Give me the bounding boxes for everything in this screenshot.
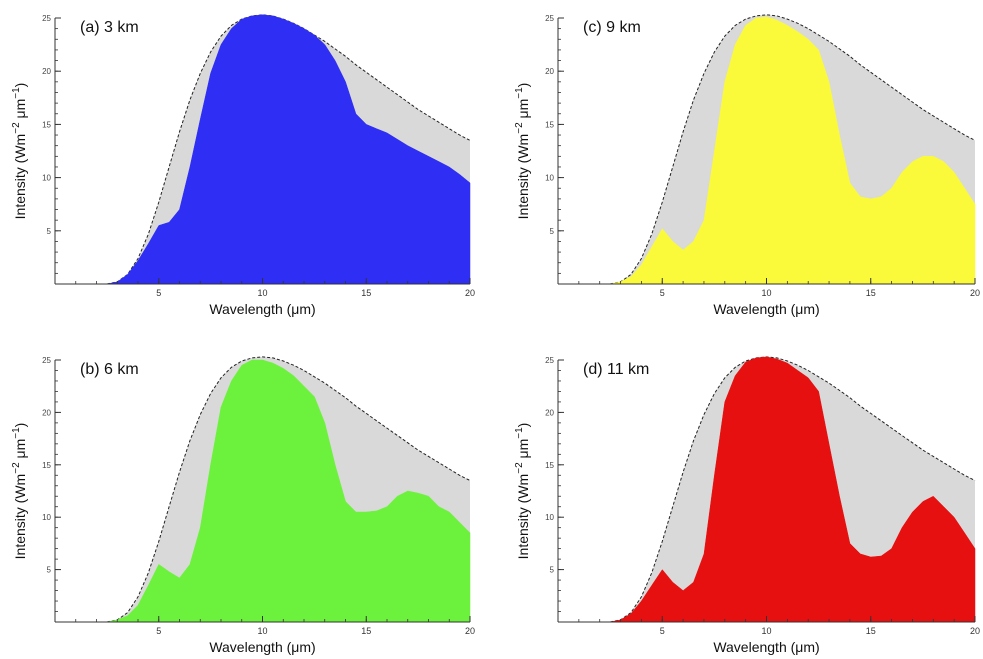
y-axis-label: Intensity (Wm−2 μm−1) bbox=[514, 83, 531, 220]
x-tick-label: 10 bbox=[257, 626, 267, 636]
y-tick-label: 20 bbox=[545, 408, 554, 417]
panel-label: (a) 3 km bbox=[80, 19, 139, 36]
spectrum-area bbox=[610, 16, 976, 285]
panel-label: (d) 11 km bbox=[583, 361, 649, 378]
spectrum-area bbox=[106, 14, 471, 285]
chart-panel-1: 5 10 15 20 5 10 15 20 25 (a) 3 km Wavelength (μm) I… bbox=[11, 14, 475, 317]
x-tick-label: 20 bbox=[970, 288, 980, 298]
y-tick-label: 10 bbox=[42, 174, 51, 183]
x-tick-label: 20 bbox=[465, 626, 475, 636]
y-tick-label: 10 bbox=[545, 174, 554, 183]
y-tick-label: 5 bbox=[47, 227, 52, 236]
y-tick-label: 20 bbox=[42, 67, 51, 76]
y-tick-label: 25 bbox=[42, 356, 51, 365]
y-axis-label: Intensity (Wm−2 μm−1) bbox=[11, 83, 28, 220]
y-axis-label: Intensity (Wm−2 μm−1) bbox=[11, 423, 28, 560]
y-tick-label: 5 bbox=[47, 566, 52, 575]
y-tick-label: 5 bbox=[550, 227, 555, 236]
envelope-curve bbox=[106, 356, 471, 623]
x-tick-label: 20 bbox=[465, 288, 475, 298]
panel-label: (c) 9 km bbox=[583, 19, 641, 36]
envelope-curve bbox=[610, 356, 976, 623]
spectrum-area bbox=[610, 356, 976, 623]
y-axis-label: Intensity (Wm−2 μm−1) bbox=[514, 423, 531, 560]
x-tick-label: 5 bbox=[156, 288, 161, 298]
y-tick-label: 10 bbox=[42, 513, 51, 522]
x-tick-label: 15 bbox=[361, 288, 371, 298]
y-tick-label: 25 bbox=[42, 14, 51, 23]
x-tick-label: 5 bbox=[660, 626, 665, 636]
x-axis-label: Wavelength (μm) bbox=[209, 301, 315, 317]
y-tick-label: 5 bbox=[550, 566, 555, 575]
y-tick-label: 15 bbox=[545, 120, 554, 129]
y-tick-label: 20 bbox=[42, 408, 51, 417]
envelope-curve bbox=[610, 14, 976, 285]
y-tick-label: 25 bbox=[545, 356, 554, 365]
spectrum-area bbox=[106, 359, 471, 623]
x-axis-label: Wavelength (μm) bbox=[713, 301, 819, 317]
x-tick-label: 10 bbox=[761, 626, 771, 636]
x-axis-label: Wavelength (μm) bbox=[209, 639, 315, 655]
y-tick-label: 25 bbox=[545, 14, 554, 23]
y-tick-label: 15 bbox=[545, 461, 554, 470]
x-tick-label: 20 bbox=[970, 626, 980, 636]
x-tick-label: 10 bbox=[761, 288, 771, 298]
x-tick-label: 10 bbox=[257, 288, 267, 298]
x-tick-label: 15 bbox=[866, 288, 876, 298]
panel-label: (b) 6 km bbox=[80, 361, 139, 378]
y-tick-label: 10 bbox=[545, 513, 554, 522]
x-tick-label: 15 bbox=[866, 626, 876, 636]
x-tick-label: 5 bbox=[156, 626, 161, 636]
x-tick-label: 15 bbox=[361, 626, 371, 636]
x-axis-label: Wavelength (μm) bbox=[713, 639, 819, 655]
y-tick-label: 15 bbox=[42, 120, 51, 129]
chart-panel-3: 5 10 15 20 5 10 15 20 25 (c) 9 km Wavelength (μm) I… bbox=[514, 14, 980, 317]
x-tick-label: 5 bbox=[660, 288, 665, 298]
y-tick-label: 15 bbox=[42, 461, 51, 470]
chart-panel-4: 5 10 15 20 5 10 15 20 25 (d) 11 km Wavelength (μm)… bbox=[514, 356, 980, 655]
chart-panel-2: 5 10 15 20 5 10 15 20 25 (b) 6 km Wavelength (μm) I… bbox=[11, 356, 475, 655]
y-tick-label: 20 bbox=[545, 67, 554, 76]
